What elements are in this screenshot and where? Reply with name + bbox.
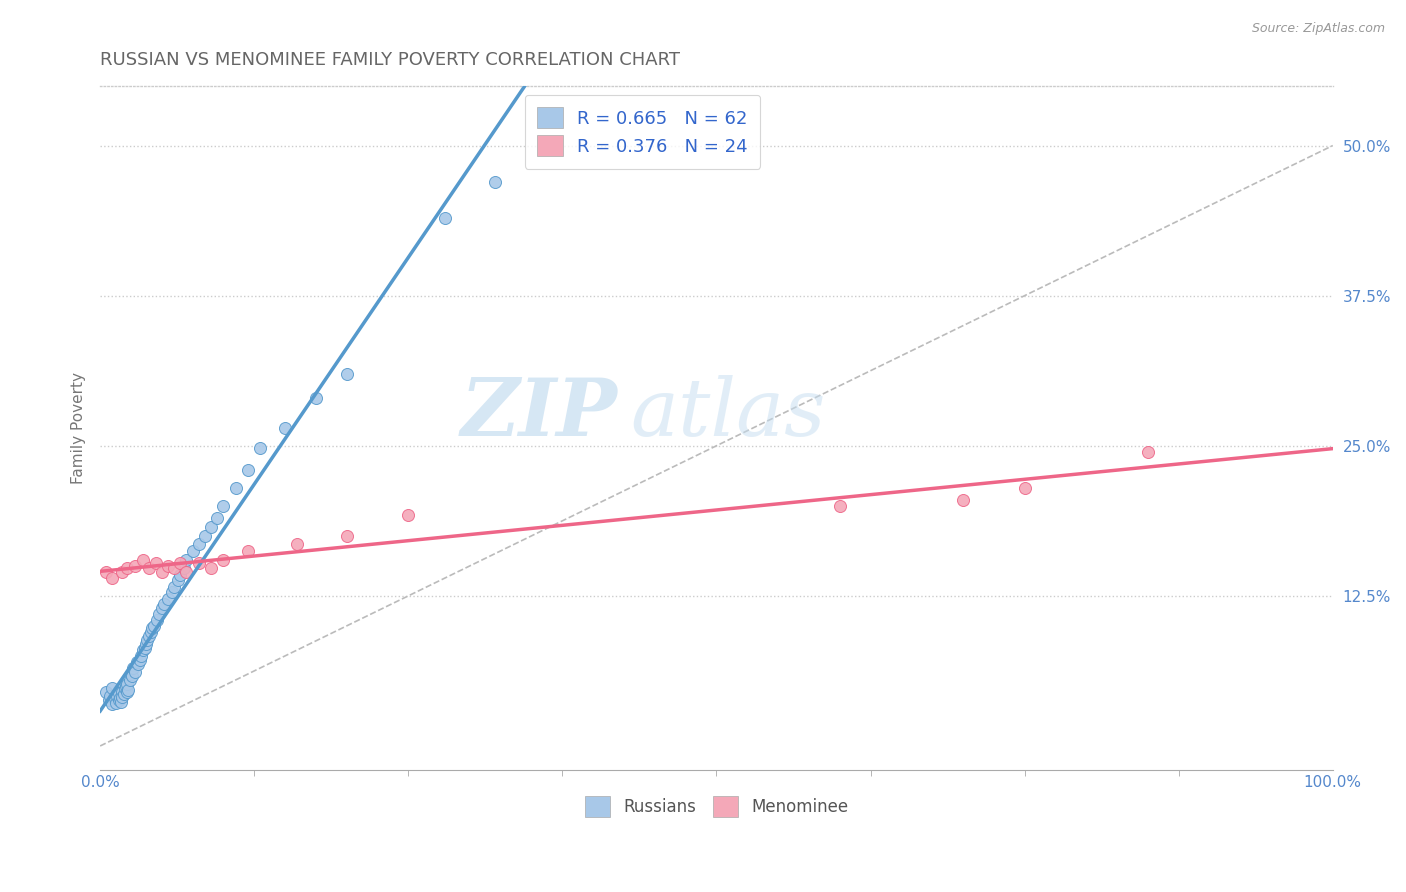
Point <box>146 613 169 627</box>
Text: Source: ZipAtlas.com: Source: ZipAtlas.com <box>1251 22 1385 36</box>
Point <box>225 481 247 495</box>
Point <box>166 574 188 588</box>
Point <box>150 565 173 579</box>
Point <box>143 619 166 633</box>
Y-axis label: Family Poverty: Family Poverty <box>72 372 86 483</box>
Point <box>105 689 128 703</box>
Point <box>148 607 170 621</box>
Point <box>169 557 191 571</box>
Point <box>274 421 297 435</box>
Point <box>173 561 195 575</box>
Point <box>336 529 359 543</box>
Point <box>124 665 146 679</box>
Point <box>236 463 259 477</box>
Point <box>138 628 160 642</box>
Point <box>117 682 139 697</box>
Point <box>181 544 204 558</box>
Point <box>127 657 149 672</box>
Point <box>117 676 139 690</box>
Point <box>111 565 134 579</box>
Point <box>129 648 152 663</box>
Point <box>101 697 124 711</box>
Text: atlas: atlas <box>630 376 825 453</box>
Text: RUSSIAN VS MENOMINEE FAMILY POVERTY CORRELATION CHART: RUSSIAN VS MENOMINEE FAMILY POVERTY CORR… <box>100 51 681 69</box>
Point <box>169 568 191 582</box>
Point <box>176 565 198 579</box>
Point <box>101 571 124 585</box>
Point <box>305 391 328 405</box>
Point <box>163 581 186 595</box>
Point <box>105 696 128 710</box>
Point <box>96 685 118 699</box>
Point <box>127 655 149 669</box>
Point <box>139 624 162 639</box>
Point <box>156 592 179 607</box>
Point <box>114 681 136 696</box>
Point <box>121 669 143 683</box>
Point <box>145 557 167 571</box>
Point <box>117 685 139 699</box>
Point <box>150 600 173 615</box>
Point <box>952 492 974 507</box>
Point <box>108 690 131 705</box>
Point <box>236 544 259 558</box>
Point <box>132 643 155 657</box>
Point <box>187 557 209 571</box>
Point <box>187 537 209 551</box>
Point <box>1014 481 1036 495</box>
Point <box>207 511 229 525</box>
Point <box>200 561 222 575</box>
Point <box>396 508 419 523</box>
Point <box>141 621 163 635</box>
Point <box>212 499 235 513</box>
Point <box>107 686 129 700</box>
Point <box>163 561 186 575</box>
Point <box>176 553 198 567</box>
Point <box>110 694 132 708</box>
Point <box>285 537 308 551</box>
Point <box>107 693 129 707</box>
Point <box>124 558 146 573</box>
Point <box>828 499 851 513</box>
Point <box>434 211 457 225</box>
Point <box>111 685 134 699</box>
Point <box>160 585 183 599</box>
Point <box>96 565 118 579</box>
Text: ZIP: ZIP <box>461 376 617 453</box>
Point <box>101 681 124 696</box>
Point <box>97 693 120 707</box>
Point <box>104 690 127 705</box>
Point <box>117 561 139 575</box>
Point <box>134 640 156 655</box>
Point <box>212 553 235 567</box>
Point <box>112 687 135 701</box>
Point <box>118 673 141 687</box>
Point <box>115 679 138 693</box>
Point <box>1136 444 1159 458</box>
Point <box>336 367 359 381</box>
Point <box>484 175 506 189</box>
Point <box>156 558 179 573</box>
Point <box>128 652 150 666</box>
Point <box>120 667 142 681</box>
Point <box>136 633 159 648</box>
Legend: Russians, Menominee: Russians, Menominee <box>578 789 855 823</box>
Point <box>122 661 145 675</box>
Point <box>132 553 155 567</box>
Point <box>135 637 157 651</box>
Point <box>98 689 121 703</box>
Point <box>194 529 217 543</box>
Point <box>153 597 176 611</box>
Point <box>200 520 222 534</box>
Point <box>138 561 160 575</box>
Point <box>111 690 134 704</box>
Point <box>249 441 271 455</box>
